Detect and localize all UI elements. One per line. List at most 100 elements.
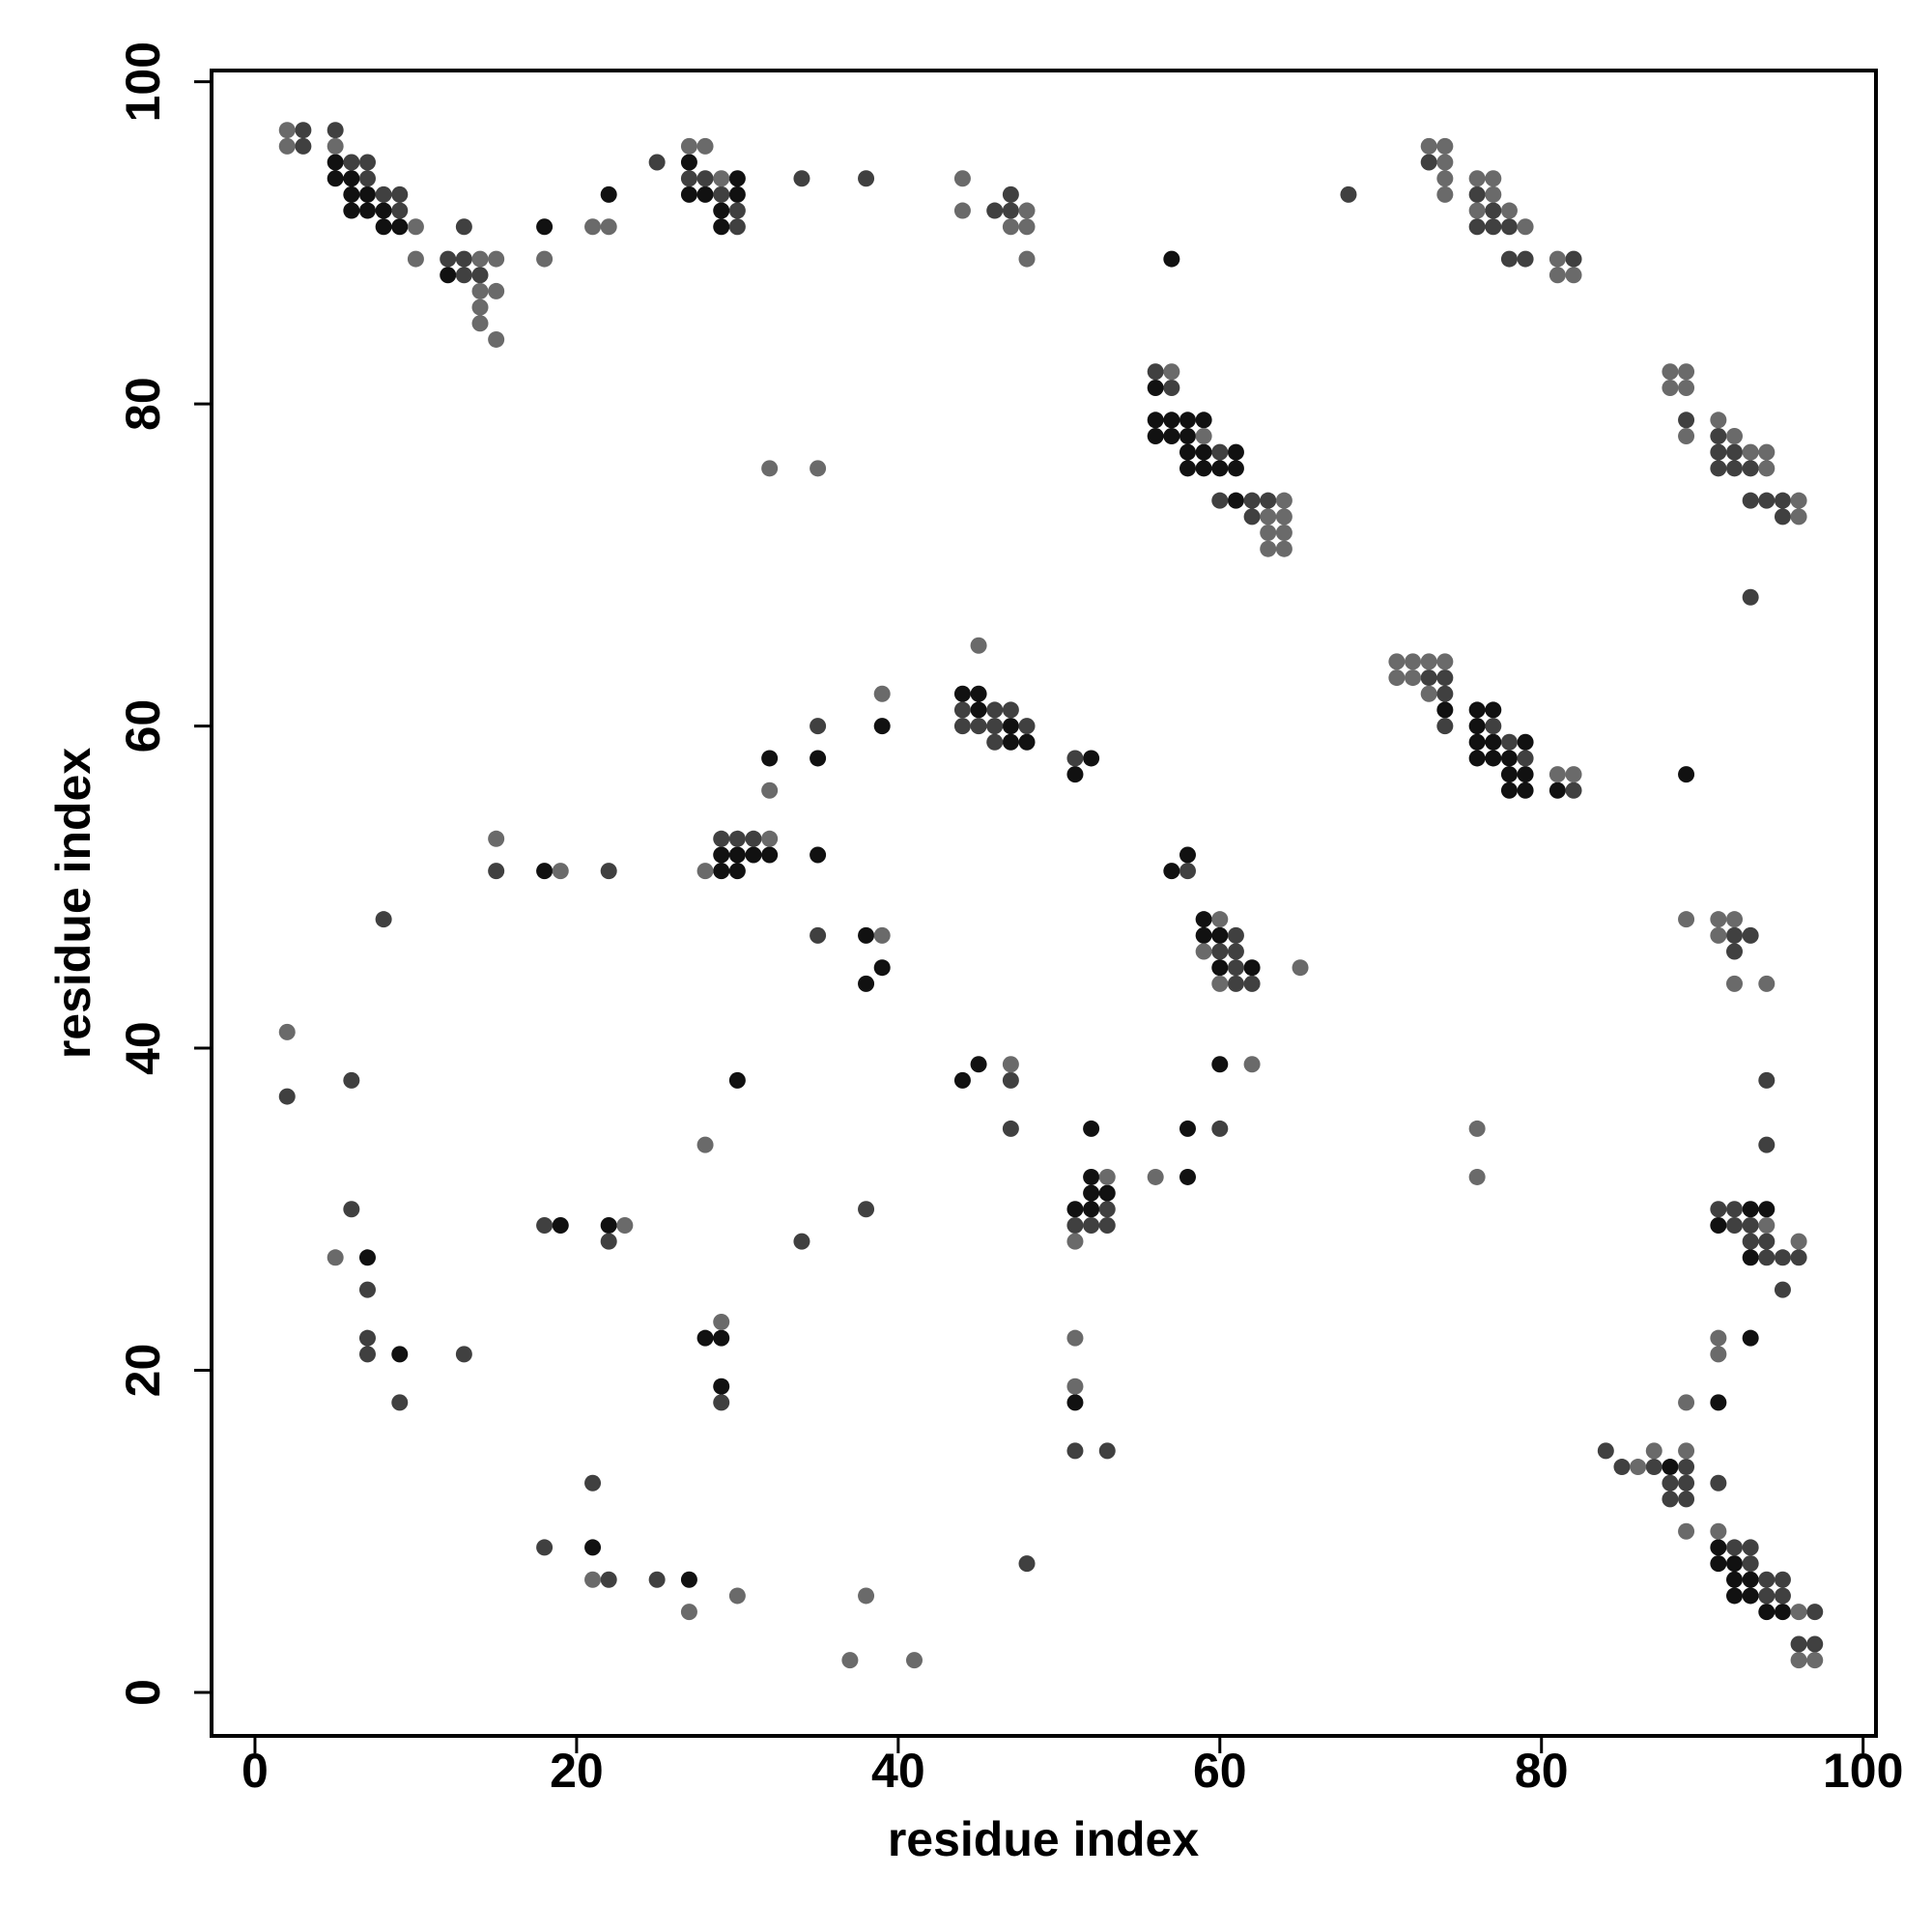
point [1002,185,1019,203]
point [1565,766,1582,783]
point [953,685,971,702]
point [358,202,376,219]
point [713,202,730,219]
point [600,1233,617,1250]
point [1790,1233,1807,1250]
point [1211,975,1229,992]
point [1179,1120,1196,1137]
point [1260,525,1277,542]
point [1211,959,1229,977]
point [1243,492,1261,509]
point [295,137,312,155]
point [1243,959,1261,977]
point [810,718,827,735]
point [1758,460,1776,477]
point [358,1346,376,1363]
point [1758,492,1776,509]
point [1340,185,1357,203]
point [696,170,714,187]
y-tick-label: 60 [116,699,170,753]
point [1098,1216,1116,1234]
point [1468,718,1486,735]
point [1726,1539,1744,1556]
point [600,218,617,236]
point [1388,653,1406,670]
point [1405,653,1422,670]
point [1163,379,1180,396]
point [841,1652,859,1669]
point [1517,766,1534,783]
point [343,1071,360,1089]
point [1806,1635,1824,1653]
point [1468,170,1486,187]
point [1500,250,1518,268]
point [1468,733,1486,751]
point [1211,926,1229,944]
point [728,202,746,219]
point [1758,1587,1776,1605]
point [810,750,827,767]
point [1211,443,1229,461]
point [536,1539,554,1556]
point [1066,750,1084,767]
point [584,218,602,236]
point [1726,460,1744,477]
point [552,863,569,880]
point [728,1587,746,1605]
point [375,218,392,236]
point [471,282,489,299]
point [1742,460,1759,477]
point [1083,1184,1100,1202]
point [1710,1474,1727,1492]
point [1002,1120,1019,1137]
point [584,1539,602,1556]
point [1163,363,1180,381]
point [1227,460,1244,477]
point [713,1394,730,1411]
point [1147,363,1164,381]
point [858,975,875,992]
point [455,1346,472,1363]
point [1726,1555,1744,1573]
point [1083,1168,1100,1185]
point [327,1249,344,1266]
point [873,959,891,977]
point [471,250,489,268]
point [905,1652,923,1669]
point [1275,540,1293,557]
point [536,250,554,268]
point [1726,943,1744,960]
point [1163,412,1180,429]
point [295,122,312,139]
point [1468,202,1486,219]
point [1436,669,1454,687]
point [1195,427,1212,444]
point [1292,959,1309,977]
point [1726,427,1744,444]
point [1742,1233,1759,1250]
point [1758,1216,1776,1234]
point [1742,1329,1759,1347]
point [1485,750,1502,767]
point [1420,669,1437,687]
y-tick-label: 100 [116,42,170,122]
point [1275,525,1293,542]
point [1275,508,1293,526]
point [1742,1201,1759,1218]
point [1243,975,1261,992]
x-axis-label: residue index [888,1812,1200,1866]
point [358,154,376,171]
point [1790,1652,1807,1669]
point [728,1071,746,1089]
point [858,170,875,187]
point [858,1587,875,1605]
point [1548,267,1566,284]
point [1066,1394,1084,1411]
point [1098,1168,1116,1185]
point [713,1378,730,1395]
point [471,267,489,284]
point [1710,427,1727,444]
point [696,863,714,880]
point [1662,1474,1679,1492]
